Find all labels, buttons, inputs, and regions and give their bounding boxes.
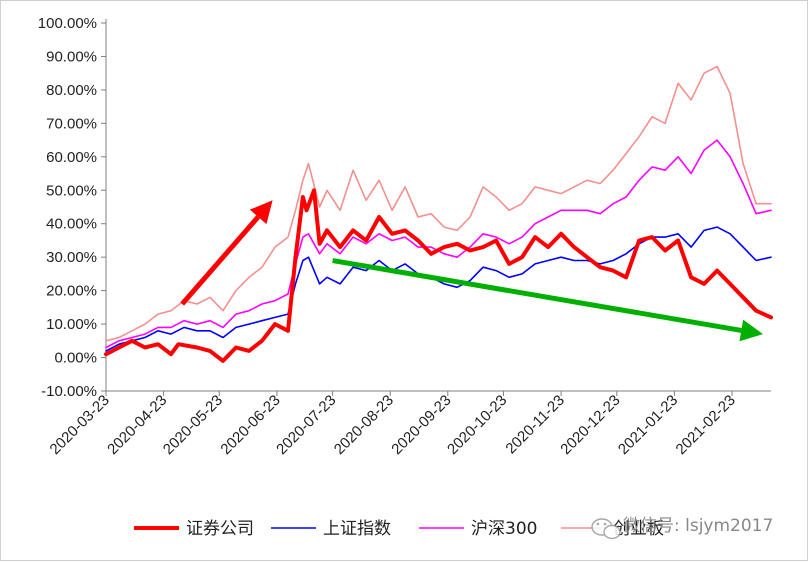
annotation-arrow-shaft [332,258,742,333]
x-tick-label: 2020-04-23 [104,392,170,458]
watermark-text: 微信号: lsjym2017 [623,516,773,536]
x-tick-label: 2021-02-23 [673,392,739,458]
x-tick-label: 2020-06-23 [217,392,283,458]
annotation-arrow-shaft [180,215,261,306]
y-tick-label: 50.00% [46,182,97,199]
y-tick-label: 90.00% [46,48,97,65]
annotation-arrow-head [739,319,763,342]
x-tick-label: 2020-05-23 [160,392,226,458]
legend-label: 上证指数 [323,519,391,539]
x-tick-label: 2021-01-23 [615,392,681,458]
y-tick-label: 0.00% [54,350,97,367]
y-tick-label: 80.00% [46,82,97,99]
x-axis: 2020-03-232020-04-232020-05-232020-06-23… [47,390,771,458]
legend: 证券公司 上证指数 沪深300 创业板 [134,519,664,539]
y-tick-label: 40.00% [46,216,97,233]
y-tick-label: 10.00% [46,316,97,333]
annotation-arrow-head [249,200,273,225]
x-tick-label: 2020-10-23 [444,392,510,458]
wechat-logo-icon [591,518,621,540]
watermark: 微信号: lsjym2017 [591,516,773,540]
y-tick-label: 30.00% [46,249,97,266]
series-line-3 [105,65,772,342]
legend-label: 沪深300 [471,519,537,539]
y-tick-label: 70.00% [46,115,97,132]
x-tick-label: 2020-09-23 [388,392,454,458]
x-tick-label: 2020-08-23 [331,392,397,458]
x-tick-label: 2020-12-23 [557,392,623,458]
legend-label: 证券公司 [186,519,254,539]
series-line-0 [104,188,773,363]
legend-label: 创业板 [613,519,664,539]
y-axis: -10.00% 0.00% 10.00% 20.00% 30.00% 40.00% 50.0… [38,15,107,400]
y-tick-label: 60.00% [46,149,97,166]
annotation-layer [180,200,763,342]
y-tick-label: -10.00% [41,383,97,400]
x-tick-label: 2020-07-23 [273,392,339,458]
series-layer [104,65,773,363]
y-tick-label: 100.00% [38,15,97,32]
x-tick-label: 2020-03-23 [47,392,113,458]
y-tick-label: 20.00% [46,283,97,300]
